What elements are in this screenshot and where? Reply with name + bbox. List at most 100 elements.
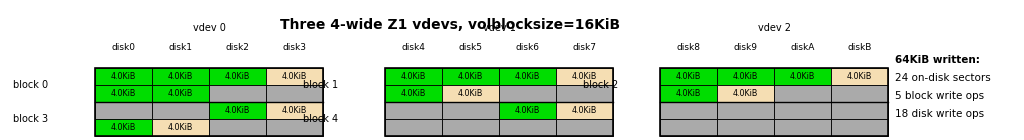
Text: 4.0KiB: 4.0KiB [458, 72, 483, 81]
Bar [442, 85, 499, 102]
Bar [717, 102, 774, 119]
Text: vdev 0: vdev 0 [193, 23, 225, 33]
Text: diskA: diskA [791, 43, 815, 52]
Bar [556, 85, 613, 102]
Bar [556, 102, 613, 119]
Text: 4.0KiB: 4.0KiB [400, 72, 426, 81]
Text: disk7: disk7 [572, 43, 597, 52]
Text: vdev 1: vdev 1 [482, 23, 515, 33]
Bar [385, 102, 442, 119]
Text: 4.0KiB: 4.0KiB [111, 72, 136, 81]
Text: 18 disk write ops: 18 disk write ops [895, 109, 984, 119]
Bar [209, 68, 266, 85]
Bar [266, 102, 323, 119]
Text: block 4: block 4 [303, 114, 338, 124]
Bar [209, 102, 266, 119]
Bar [209, 85, 266, 102]
Bar [660, 102, 717, 119]
Bar [266, 85, 323, 102]
Bar [499, 68, 556, 85]
Bar [717, 68, 774, 85]
Text: 4.0KiB: 4.0KiB [225, 106, 250, 115]
Bar [95, 68, 323, 136]
Text: 4.0KiB: 4.0KiB [676, 72, 701, 81]
Text: disk2: disk2 [225, 43, 250, 52]
Text: 4.0KiB: 4.0KiB [847, 72, 872, 81]
Text: 24 on-disk sectors: 24 on-disk sectors [895, 73, 991, 83]
Bar [717, 85, 774, 102]
Text: block 3: block 3 [13, 114, 48, 124]
Text: 4.0KiB: 4.0KiB [168, 72, 194, 81]
Text: 4.0KiB: 4.0KiB [225, 72, 250, 81]
Text: 4.0KiB: 4.0KiB [111, 89, 136, 98]
Bar [95, 102, 152, 119]
Text: Three 4-wide Z1 vdevs, volblocksize=16KiB: Three 4-wide Z1 vdevs, volblocksize=16Ki… [281, 18, 621, 32]
Bar [152, 68, 209, 85]
Bar [774, 68, 831, 85]
Bar [774, 85, 831, 102]
Text: 4.0KiB: 4.0KiB [111, 123, 136, 132]
Bar [774, 119, 831, 136]
Text: 4.0KiB: 4.0KiB [733, 72, 758, 81]
Bar [152, 85, 209, 102]
Bar [556, 119, 613, 136]
Bar [95, 68, 152, 85]
Text: disk5: disk5 [459, 43, 482, 52]
Bar [152, 119, 209, 136]
Text: disk4: disk4 [401, 43, 425, 52]
Text: 4.0KiB: 4.0KiB [282, 106, 307, 115]
Bar [95, 119, 152, 136]
Text: block 1: block 1 [303, 80, 338, 90]
Text: 4.0KiB: 4.0KiB [571, 106, 597, 115]
Bar [831, 85, 888, 102]
Text: disk1: disk1 [169, 43, 193, 52]
Bar [152, 102, 209, 119]
Text: block 0: block 0 [13, 80, 48, 90]
Bar [442, 102, 499, 119]
Bar [266, 119, 323, 136]
Bar [660, 85, 717, 102]
Text: 4.0KiB: 4.0KiB [168, 89, 194, 98]
Text: 4.0KiB: 4.0KiB [733, 89, 758, 98]
Text: disk6: disk6 [515, 43, 540, 52]
Bar [385, 68, 613, 136]
Text: disk8: disk8 [677, 43, 700, 52]
Text: 4.0KiB: 4.0KiB [790, 72, 815, 81]
Bar [385, 85, 442, 102]
Text: 4.0KiB: 4.0KiB [400, 89, 426, 98]
Bar [499, 85, 556, 102]
Bar [385, 68, 442, 85]
Text: 4.0KiB: 4.0KiB [282, 72, 307, 81]
Text: 4.0KiB: 4.0KiB [676, 89, 701, 98]
Text: diskB: diskB [847, 43, 871, 52]
Bar [442, 119, 499, 136]
Bar [209, 119, 266, 136]
Bar [95, 85, 152, 102]
Bar [660, 68, 717, 85]
Text: 4.0KiB: 4.0KiB [515, 106, 541, 115]
Bar [660, 68, 888, 136]
Text: 4.0KiB: 4.0KiB [458, 89, 483, 98]
Bar [499, 102, 556, 119]
Bar [556, 68, 613, 85]
Bar [831, 68, 888, 85]
Bar [499, 119, 556, 136]
Bar [266, 68, 323, 85]
Bar [442, 68, 499, 85]
Text: 5 block write ops: 5 block write ops [895, 91, 984, 101]
Text: 4.0KiB: 4.0KiB [571, 72, 597, 81]
Bar [660, 119, 717, 136]
Bar [385, 119, 442, 136]
Bar [831, 119, 888, 136]
Text: 4.0KiB: 4.0KiB [515, 72, 541, 81]
Text: 4.0KiB: 4.0KiB [168, 123, 194, 132]
Text: disk9: disk9 [733, 43, 758, 52]
Text: disk3: disk3 [283, 43, 306, 52]
Text: vdev 2: vdev 2 [758, 23, 791, 33]
Text: disk0: disk0 [112, 43, 135, 52]
Bar [717, 119, 774, 136]
Bar [831, 102, 888, 119]
Text: 64KiB written:: 64KiB written: [895, 55, 980, 65]
Text: block 2: block 2 [583, 80, 618, 90]
Bar [774, 102, 831, 119]
